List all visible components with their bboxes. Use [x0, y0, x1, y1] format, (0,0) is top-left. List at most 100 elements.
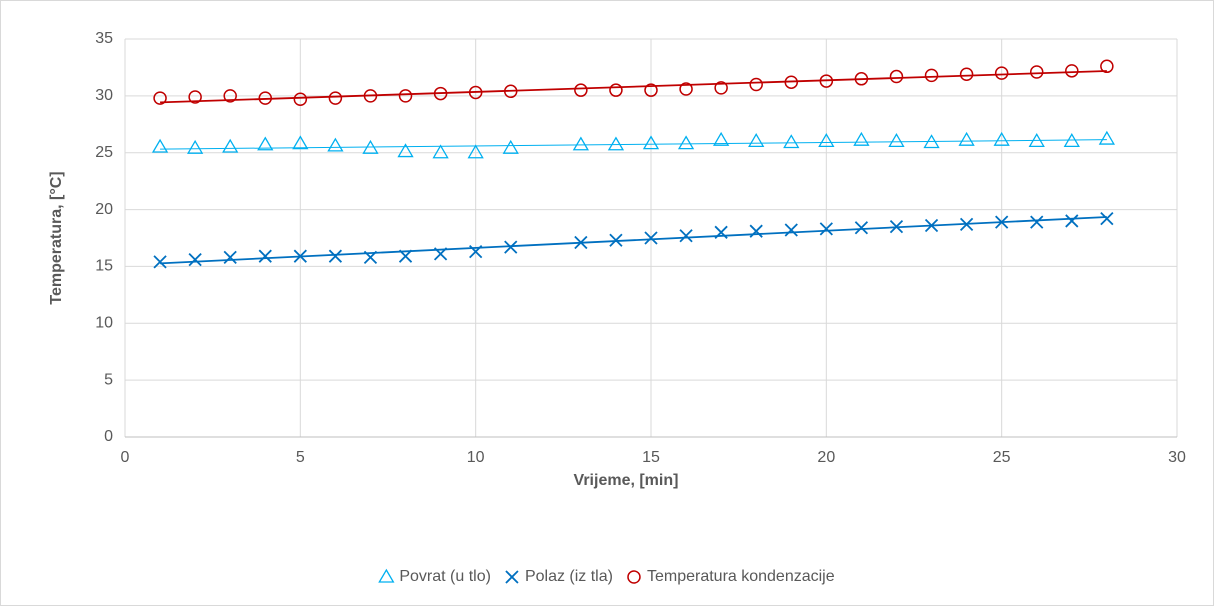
marker [853, 131, 870, 146]
marker [888, 133, 905, 147]
marker [714, 225, 728, 239]
marker [187, 139, 204, 154]
marker [1098, 130, 1116, 145]
marker [819, 74, 834, 88]
y-tick-label: 25 [95, 144, 113, 161]
legend-label: Povrat (u tlo) [399, 568, 491, 585]
marker [398, 89, 413, 103]
marker [1030, 215, 1044, 229]
legend-marker [627, 570, 641, 584]
marker [469, 245, 483, 259]
marker [784, 223, 798, 237]
y-tick-label: 0 [104, 428, 113, 445]
marker [574, 235, 588, 250]
marker [923, 134, 940, 149]
marker [1100, 212, 1114, 226]
marker [502, 139, 519, 154]
marker [959, 217, 974, 231]
marker [889, 69, 904, 84]
marker [642, 135, 660, 150]
marker [749, 224, 763, 238]
marker [574, 83, 588, 97]
marker [1029, 65, 1044, 79]
marker [994, 66, 1009, 80]
y-tick-label: 30 [95, 87, 113, 104]
marker [679, 82, 693, 96]
marker [993, 131, 1010, 146]
marker [153, 255, 167, 269]
trend-line [160, 216, 1107, 265]
y-tick-label: 10 [95, 315, 113, 332]
marker [188, 252, 202, 267]
marker [362, 139, 379, 154]
marker [889, 219, 904, 234]
legend-marker [378, 568, 395, 583]
marker [959, 67, 974, 82]
marker [433, 247, 448, 261]
marker [713, 131, 730, 146]
marker [363, 89, 378, 103]
marker [609, 83, 623, 97]
marker [644, 231, 658, 245]
x-tick-label: 25 [993, 449, 1011, 466]
marker [258, 91, 273, 105]
marker [398, 249, 413, 263]
marker [749, 77, 763, 92]
marker [783, 134, 800, 149]
marker [679, 229, 693, 243]
marker [644, 83, 658, 97]
y-tick-label: 20 [95, 201, 113, 218]
marker [328, 91, 343, 105]
marker [433, 86, 448, 101]
marker [153, 91, 167, 105]
marker [677, 135, 695, 150]
marker [924, 218, 939, 233]
marker [609, 233, 623, 247]
marker [327, 137, 344, 152]
x-tick-label: 30 [1168, 449, 1186, 466]
marker [924, 68, 939, 83]
marker [1028, 133, 1045, 147]
marker [854, 72, 869, 86]
legend-marker [505, 570, 519, 584]
marker [222, 138, 239, 153]
y-tick-label: 15 [95, 258, 113, 275]
y-axis-label: Temperatura, [°C] [48, 171, 65, 304]
marker [572, 136, 589, 151]
marker [293, 92, 308, 107]
x-tick-label: 20 [817, 449, 835, 466]
marker [223, 89, 237, 103]
x-tick-label: 15 [642, 449, 660, 466]
marker [714, 81, 728, 95]
marker [363, 250, 378, 264]
marker [293, 249, 307, 263]
marker [819, 222, 833, 236]
marker [257, 136, 274, 151]
marker [607, 136, 625, 151]
y-tick-label: 5 [104, 371, 113, 388]
marker [995, 215, 1009, 229]
marker [1065, 64, 1079, 78]
marker [748, 133, 765, 147]
y-tick-label: 35 [95, 30, 113, 47]
x-tick-label: 10 [467, 449, 485, 466]
trend-line [160, 139, 1107, 150]
marker [504, 240, 518, 254]
x-tick-label: 5 [296, 449, 305, 466]
marker [1100, 59, 1114, 74]
marker [467, 144, 484, 159]
marker [188, 90, 202, 104]
marker [432, 144, 449, 159]
marker [503, 84, 518, 99]
marker [328, 249, 343, 263]
marker [397, 143, 414, 158]
marker [1063, 133, 1080, 147]
marker [258, 249, 272, 263]
marker [292, 135, 309, 150]
marker [223, 250, 237, 264]
x-tick-label: 0 [121, 449, 130, 466]
marker [151, 138, 169, 153]
legend-label: Temperatura kondenzacije [647, 568, 835, 585]
